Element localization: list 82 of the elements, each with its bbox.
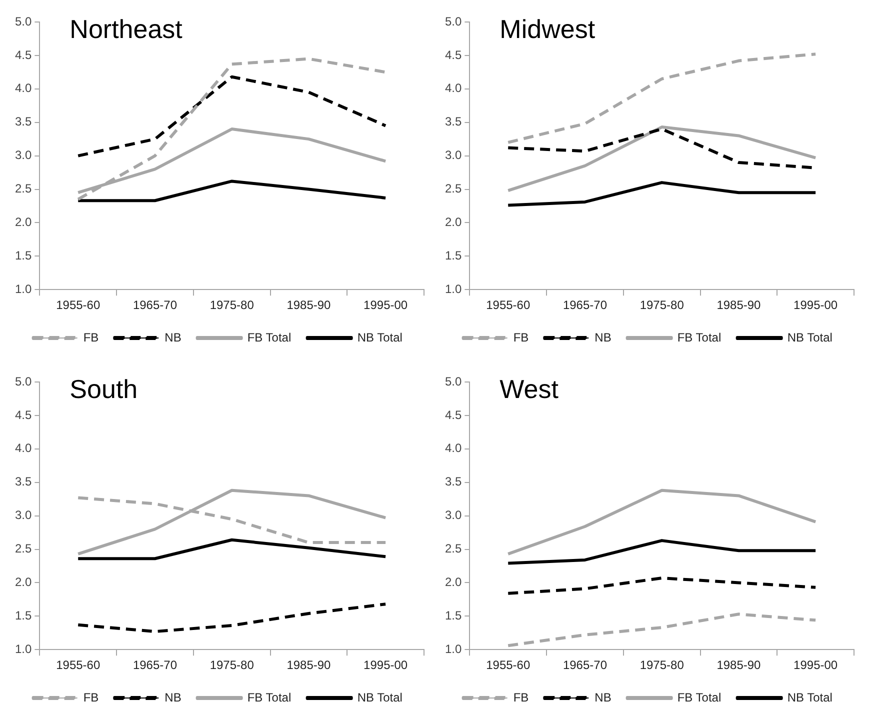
- y-tick-label: 2.0: [14, 575, 32, 590]
- x-tick-label: 1995-00: [364, 298, 408, 312]
- y-tick-label: 1.0: [14, 642, 32, 656]
- legend-label: NB: [164, 330, 182, 344]
- x-tick-label: 1955-60: [56, 298, 100, 312]
- y-tick-label: 1.5: [444, 608, 462, 622]
- chart-title: South: [70, 374, 138, 404]
- y-tick-label: 4.0: [14, 81, 32, 96]
- chart-title: Northeast: [70, 14, 184, 44]
- y-tick-label: 3.0: [444, 148, 462, 162]
- legend-label: FB Total: [247, 690, 292, 704]
- y-tick-label: 5.0: [444, 374, 462, 388]
- y-tick-label: 3.5: [444, 114, 462, 129]
- y-tick-label: 2.5: [444, 182, 462, 196]
- x-tick-label: 1975-80: [640, 658, 684, 672]
- x-tick-label: 1975-80: [640, 298, 684, 312]
- x-tick-label: 1955-60: [486, 298, 530, 312]
- x-tick-label: 1975-80: [210, 658, 254, 672]
- x-tick-label: 1965-70: [562, 298, 608, 312]
- y-tick-label: 5.0: [14, 14, 32, 28]
- y-tick-label: 2.5: [14, 182, 32, 196]
- x-tick-label: 1985-90: [286, 298, 332, 312]
- line-series: [506, 612, 818, 648]
- chart-title: Midwest: [500, 14, 596, 44]
- y-tick-label: 3.5: [14, 114, 32, 129]
- chart-title: West: [500, 374, 560, 404]
- x-tick-label: 1975-80: [210, 298, 254, 312]
- legend-label: FB: [83, 330, 99, 344]
- line-series: [76, 57, 388, 201]
- legend-label: FB Total: [247, 330, 292, 344]
- legend-label: NB: [594, 330, 612, 344]
- line-series: [506, 52, 818, 144]
- legend-label: FB Total: [677, 330, 722, 344]
- y-tick-label: 2.0: [444, 575, 462, 590]
- y-tick-label: 1.0: [444, 282, 462, 296]
- x-tick-label: 1955-60: [56, 658, 100, 672]
- line-series: [506, 576, 818, 595]
- legend-label: FB Total: [677, 690, 722, 704]
- legend-label: NB Total: [357, 690, 402, 704]
- x-tick-label: 1995-00: [364, 658, 408, 672]
- y-tick-label: 4.5: [444, 408, 462, 422]
- legend-label: NB: [594, 690, 612, 704]
- y-tick-label: 2.0: [444, 215, 462, 230]
- y-tick-label: 4.5: [444, 48, 462, 62]
- legend-label: NB: [164, 690, 182, 704]
- y-tick-label: 1.0: [14, 282, 32, 296]
- y-tick-label: 1.5: [444, 248, 462, 262]
- y-tick-label: 2.0: [14, 215, 32, 230]
- x-tick-label: 1985-90: [286, 658, 332, 672]
- x-tick-label: 1965-70: [132, 658, 178, 672]
- line-series: [76, 602, 388, 634]
- x-tick-label: 1995-00: [794, 658, 838, 672]
- y-tick-label: 5.0: [14, 374, 32, 388]
- legend-label: NB Total: [787, 690, 832, 704]
- y-tick-label: 3.5: [444, 474, 462, 489]
- y-tick-label: 4.5: [14, 408, 32, 422]
- y-tick-label: 3.5: [14, 474, 32, 489]
- y-tick-label: 4.0: [444, 81, 462, 96]
- x-tick-label: 1965-70: [562, 658, 608, 672]
- legend-label: NB Total: [787, 330, 832, 344]
- legend-label: FB: [83, 690, 99, 704]
- legend-label: NB Total: [357, 330, 402, 344]
- y-tick-label: 2.5: [444, 542, 462, 556]
- x-tick-label: 1985-90: [716, 298, 762, 312]
- x-tick-label: 1985-90: [716, 658, 762, 672]
- legend-label: FB: [513, 330, 529, 344]
- y-tick-label: 1.5: [14, 248, 32, 262]
- y-tick-label: 4.0: [14, 441, 32, 456]
- line-series: [76, 75, 388, 158]
- y-tick-label: 1.0: [444, 642, 462, 656]
- x-tick-label: 1995-00: [794, 298, 838, 312]
- y-tick-label: 5.0: [444, 14, 462, 28]
- legend-label: FB: [513, 690, 529, 704]
- y-tick-label: 1.5: [14, 608, 32, 622]
- x-tick-label: 1955-60: [486, 658, 530, 672]
- y-tick-label: 2.5: [14, 542, 32, 556]
- y-tick-label: 3.0: [14, 148, 32, 162]
- y-tick-label: 3.0: [14, 508, 32, 522]
- y-tick-label: 4.5: [14, 48, 32, 62]
- y-tick-label: 4.0: [444, 441, 462, 456]
- x-tick-label: 1965-70: [132, 298, 178, 312]
- y-tick-label: 3.0: [444, 508, 462, 522]
